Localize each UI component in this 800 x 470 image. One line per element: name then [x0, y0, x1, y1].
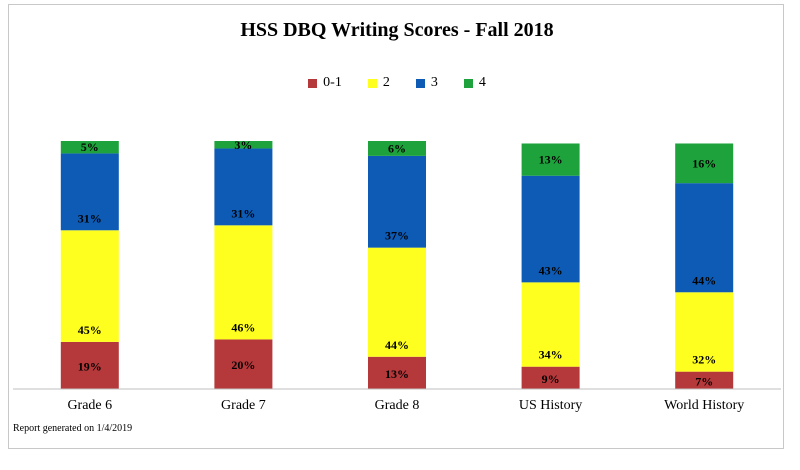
- data-label-2-us-history: 34%: [539, 348, 563, 362]
- x-tick-label: Grade 7: [221, 398, 266, 413]
- bar-segment-2-grade-7: [214, 225, 273, 340]
- bar-segment-4-world-history: [675, 143, 734, 184]
- bar-segment-0-1-us-history: [521, 366, 580, 389]
- x-tick-label: Grade 6: [67, 398, 112, 413]
- bar-segment-3-us-history: [521, 175, 580, 283]
- legend-label-3: 3: [430, 75, 438, 90]
- bar-segment-4-grade-6: [60, 141, 119, 154]
- bar-segment-3-world-history: [675, 183, 734, 293]
- legend-label-0-1: 0-1: [323, 75, 342, 90]
- legend-swatch-0-1: [308, 78, 318, 88]
- data-label-4-grade-6: 5%: [81, 140, 99, 154]
- data-label-3-grade-7: 31%: [231, 206, 255, 220]
- legend-swatch-4: [463, 78, 473, 88]
- data-label-3-us-history: 43%: [539, 263, 563, 277]
- data-label-3-grade-6: 31%: [78, 211, 102, 225]
- data-label-4-us-history: 13%: [539, 153, 563, 167]
- bar-segment-4-grade-7: [214, 141, 273, 149]
- data-label-4-grade-8: 6%: [388, 141, 406, 155]
- bar-segment-3-grade-7: [214, 148, 273, 226]
- bar-segment-4-us-history: [521, 143, 580, 176]
- data-label-0-1-grade-8: 13%: [385, 367, 409, 381]
- data-label-4-grade-7: 3%: [234, 138, 252, 152]
- bar-segment-0-1-grade-6: [60, 341, 119, 389]
- bar-segment-0-1-grade-8: [368, 356, 426, 389]
- bar-segment-2-us-history: [521, 282, 580, 367]
- legend-swatch-3: [415, 78, 425, 88]
- chart-plot: 19% 45% 31% 5% Grade 6 20% 46% 31% 3% Grade 7 13% 4…: [13, 138, 781, 413]
- chart-legend: 0-1 2 3 4: [9, 75, 785, 91]
- legend-label-4: 4: [478, 75, 486, 90]
- data-label-4-world-history: 16%: [692, 156, 716, 170]
- legend-item-0-1: 0-1: [308, 75, 342, 91]
- legend-swatch-2: [367, 78, 377, 88]
- data-label-2-world-history: 32%: [692, 353, 716, 367]
- legend-item-3: 3: [415, 75, 438, 91]
- bar-segment-3-grade-6: [60, 153, 119, 231]
- bar-segment-0-1-world-history: [675, 371, 734, 389]
- report-footer: Report generated on 1/4/2019: [13, 423, 133, 434]
- x-tick-label: World History: [664, 398, 744, 413]
- bar-segment-0-1-grade-7: [214, 339, 273, 389]
- bar-segment-4-grade-8: [368, 141, 426, 156]
- data-label-2-grade-7: 46%: [231, 320, 255, 334]
- data-label-3-grade-8: 37%: [385, 229, 409, 243]
- data-label-0-1-us-history: 9%: [542, 372, 560, 386]
- bar-segment-2-world-history: [675, 292, 734, 372]
- chart-title: HSS DBQ Writing Scores - Fall 2018: [240, 19, 554, 41]
- data-label-3-world-history: 44%: [692, 273, 716, 287]
- bar-segment-3-grade-8: [368, 155, 426, 248]
- data-label-0-1-grade-6: 19%: [78, 359, 102, 373]
- bar-segment-2-grade-8: [368, 247, 426, 357]
- legend-item-2: 2: [367, 75, 390, 91]
- data-label-2-grade-8: 44%: [385, 338, 409, 352]
- data-label-0-1-world-history: 7%: [695, 374, 713, 388]
- data-label-0-1-grade-7: 20%: [231, 358, 255, 372]
- bar-segment-2-grade-6: [60, 230, 119, 342]
- data-label-2-grade-6: 45%: [78, 323, 102, 337]
- x-tick-label: US History: [519, 398, 582, 413]
- x-tick-label: Grade 8: [375, 398, 420, 413]
- legend-item-4: 4: [463, 75, 486, 91]
- legend-label-2: 2: [382, 75, 390, 90]
- chart-frame: HSS DBQ Writing Scores - Fall 2018 0-1 2…: [8, 4, 784, 449]
